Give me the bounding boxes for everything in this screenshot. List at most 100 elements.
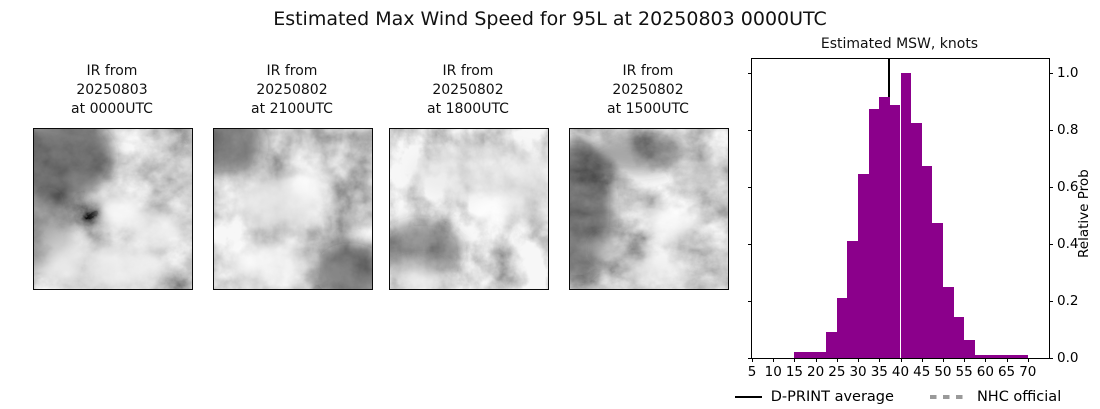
y-tick-mark — [748, 73, 752, 75]
y-tick-mark — [748, 244, 752, 246]
y-tick-mark — [748, 358, 752, 359]
caption-line: at 0000UTC — [71, 101, 153, 117]
legend-label: D-PRINT average — [770, 389, 894, 405]
ir-satellite-image — [33, 128, 193, 290]
y-tick-label: 0.6 — [1057, 179, 1079, 196]
x-tick-label: 40 — [891, 364, 910, 380]
x-tick-label: 70 — [1019, 364, 1037, 380]
histogram-bar — [879, 97, 890, 358]
histogram-bar — [889, 104, 901, 358]
y-tick-label: 0.4 — [1057, 236, 1079, 253]
histogram-bar — [911, 123, 922, 358]
x-tick-mark — [794, 358, 796, 362]
x-tick-mark — [752, 358, 753, 362]
histogram-bar — [995, 354, 1007, 358]
y-tick-mark — [748, 301, 752, 303]
x-tick-label: 10 — [764, 364, 782, 380]
caption-line: IR from — [86, 63, 138, 79]
y-tick-label: 0.2 — [1057, 293, 1079, 310]
x-tick-label: 55 — [955, 364, 973, 380]
caption-line: 20250802 — [256, 82, 328, 98]
y-tick-mark — [1049, 187, 1053, 189]
x-tick-mark — [1006, 358, 1008, 362]
caption-line: 20250803 — [76, 82, 148, 98]
x-tick-label: 45 — [913, 364, 931, 380]
x-tick-mark — [815, 358, 817, 362]
x-tick-label: 60 — [976, 364, 994, 380]
ir-caption: IR from 20250802 at 1500UTC — [569, 62, 727, 119]
y-tick-mark — [1049, 73, 1053, 75]
x-tick-label: 15 — [785, 364, 804, 380]
caption-line: IR from — [622, 63, 674, 79]
ir-panel-4: IR from 20250802 at 1500UTC — [569, 62, 729, 290]
y-tick-mark — [1049, 130, 1053, 132]
legend-label: NHC official — [976, 389, 1062, 405]
ir-satellite-image — [569, 128, 729, 290]
ir-panel-2: IR from 20250802 at 2100UTC — [213, 62, 373, 290]
x-tick-mark — [900, 358, 902, 362]
x-tick-mark — [858, 358, 860, 362]
histogram-bar — [974, 354, 986, 358]
histogram-bar — [868, 108, 880, 358]
plot-area: 5 10 15 20 25 30 35 40 45 50 55 60 65 70 0.0 0.2 0.4 0.6 0… — [748, 58, 1078, 380]
x-tick-mark — [985, 358, 987, 362]
histogram-bar — [847, 241, 859, 358]
histogram-bar — [1017, 354, 1028, 358]
histogram-bar — [836, 298, 848, 358]
histogram-bar — [964, 339, 975, 358]
y-tick-label: 1.0 — [1057, 65, 1079, 82]
y-tick-mark — [748, 187, 752, 189]
x-tick-mark — [773, 358, 775, 362]
x-tick-mark — [1027, 358, 1029, 362]
x-tick-mark — [921, 358, 923, 362]
caption-line: at 1500UTC — [607, 101, 689, 117]
caption-line: at 2100UTC — [251, 101, 333, 117]
x-tick-label: 50 — [934, 364, 952, 380]
histogram-bar — [942, 286, 954, 358]
y-tick-mark — [748, 130, 752, 132]
x-tick-mark — [942, 358, 944, 362]
x-tick-label: 20 — [807, 364, 825, 380]
caption-line: IR from — [266, 63, 318, 79]
histogram-bar — [921, 165, 933, 358]
x-tick-label: 5 — [747, 364, 757, 380]
y-tick-mark — [1049, 358, 1053, 359]
caption-line: 20250802 — [612, 82, 684, 98]
histogram-bar — [953, 316, 965, 358]
x-tick-label: 30 — [849, 364, 867, 380]
histogram-bar — [826, 332, 837, 358]
chart-title: Estimated MSW, knots — [820, 36, 979, 52]
legend-item-dprint-average: D-PRINT average — [734, 389, 894, 405]
x-tick-label: 65 — [997, 364, 1016, 380]
histogram-bar — [858, 174, 869, 358]
y-tick-mark — [1049, 301, 1053, 303]
ir-satellite-image — [389, 128, 549, 290]
x-tick-mark — [836, 358, 838, 362]
caption-line: 20250802 — [432, 82, 504, 98]
x-tick-label: 35 — [870, 364, 888, 380]
histogram-bar — [932, 222, 943, 358]
histogram-bar — [805, 352, 816, 358]
solid-line-swatch — [734, 396, 762, 398]
y-axis-label: Relative Prob — [1076, 169, 1092, 259]
histogram-bar — [815, 352, 827, 358]
legend-item-nhc-official: NHC official — [929, 389, 1062, 405]
ir-caption: IR from 20250802 at 1800UTC — [389, 62, 547, 119]
dashed-line-swatch — [929, 395, 968, 399]
ir-caption: IR from 20250802 at 2100UTC — [213, 62, 371, 119]
figure-title: Estimated Max Wind Speed for 95L at 2025… — [273, 8, 827, 30]
x-tick-label: 25 — [828, 364, 846, 380]
histogram-bar — [985, 354, 996, 358]
caption-line: IR from — [442, 63, 494, 79]
ir-panel-1: IR from 20250803 at 0000UTC — [33, 62, 193, 290]
y-tick-label: 0.8 — [1057, 122, 1079, 139]
y-tick-label: 0.0 — [1057, 350, 1079, 366]
histogram-bar — [1006, 354, 1018, 358]
ir-panel-3: IR from 20250802 at 1800UTC — [389, 62, 549, 290]
x-tick-mark — [964, 358, 966, 362]
chart-legend: D-PRINT average NHC official — [722, 386, 1074, 408]
histogram-bar — [900, 73, 912, 358]
x-tick-mark — [879, 358, 881, 362]
y-tick-mark — [1049, 244, 1053, 246]
